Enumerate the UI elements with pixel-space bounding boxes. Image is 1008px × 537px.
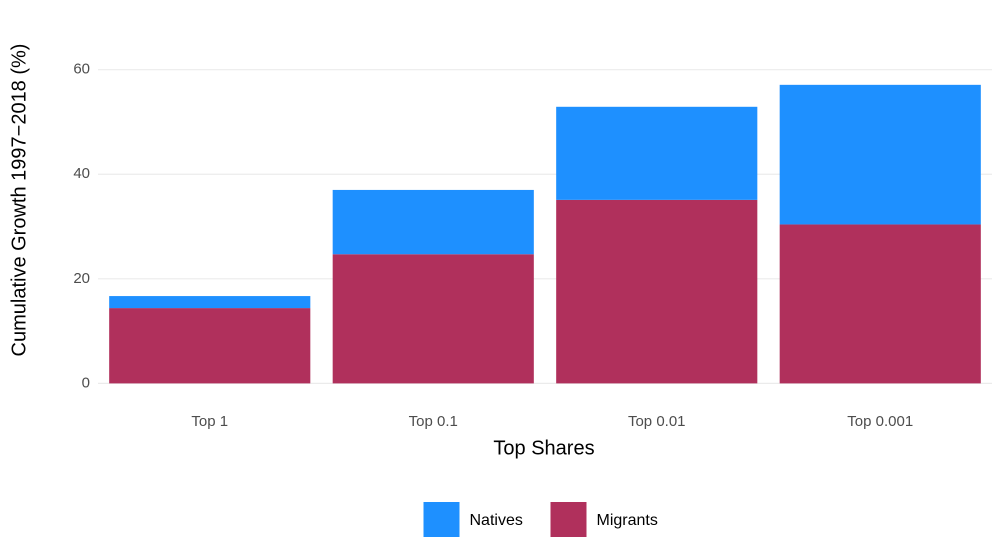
y-tick-label: 0 bbox=[82, 374, 90, 391]
bar-segment bbox=[332, 254, 534, 384]
bar-segment bbox=[332, 189, 534, 255]
y-tick-label: 20 bbox=[73, 270, 90, 287]
bar-segment bbox=[109, 296, 311, 309]
legend-swatch bbox=[423, 502, 460, 537]
x-tick-label: Top 1 bbox=[191, 413, 228, 430]
legend-swatch bbox=[550, 502, 587, 537]
bar-segment bbox=[556, 106, 758, 200]
x-tick-label: Top 0.001 bbox=[847, 413, 913, 430]
y-axis-title: Cumulative Growth 1997−2018 (%) bbox=[8, 44, 30, 357]
bar-segment bbox=[109, 308, 311, 384]
x-axis-title: Top Shares bbox=[493, 437, 594, 459]
x-tick-label: Top 0.1 bbox=[409, 413, 458, 430]
legend-label: Migrants bbox=[597, 512, 658, 529]
bar-segment bbox=[556, 199, 758, 384]
x-tick-label: Top 0.01 bbox=[628, 413, 686, 430]
y-tick-label: 40 bbox=[73, 165, 90, 182]
bar-segment bbox=[779, 84, 981, 225]
bar-segment bbox=[779, 224, 981, 384]
y-tick-label: 60 bbox=[73, 61, 90, 78]
legend-label: Natives bbox=[470, 512, 523, 529]
